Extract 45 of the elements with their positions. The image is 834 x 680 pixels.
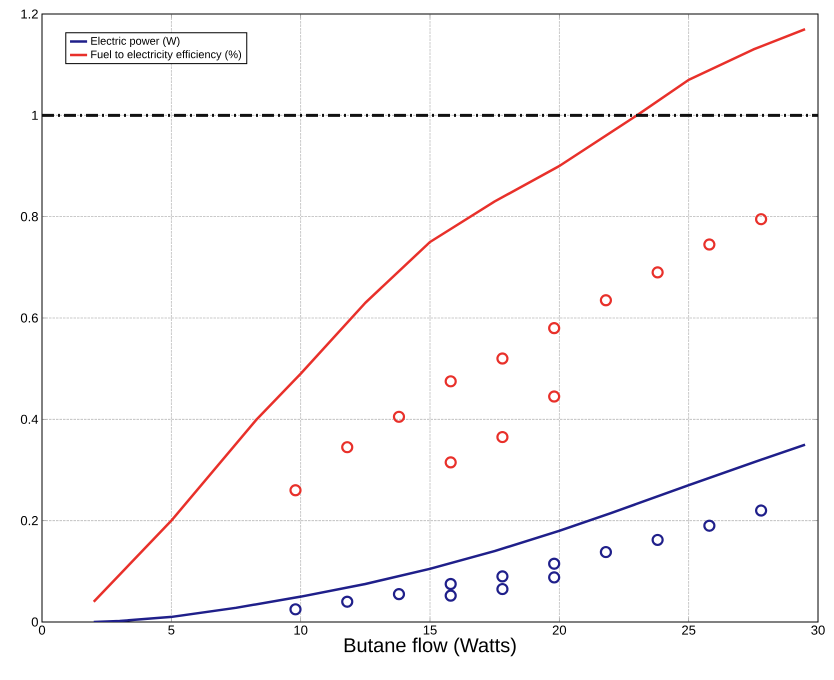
point: [444, 590, 457, 602]
y-tick-label: 0: [32, 617, 38, 627]
point: [496, 570, 509, 582]
point: [341, 596, 354, 608]
point: [444, 375, 457, 388]
legend-label: Fuel to electricity efficiency (%): [91, 50, 242, 60]
point: [392, 588, 406, 600]
x-tick-label: 20: [552, 626, 566, 635]
point: [444, 456, 457, 468]
point: [392, 410, 406, 423]
point: [496, 352, 509, 365]
point: [703, 520, 716, 532]
y-tick-label: 0.4: [20, 414, 38, 424]
point: [652, 266, 664, 278]
x-tick-label: 25: [682, 626, 696, 635]
point: [600, 546, 612, 558]
x-tick-label: 5: [168, 626, 174, 635]
x-tick-label: 0: [38, 626, 46, 635]
x-axis-title: Butane flow (Watts): [344, 638, 516, 656]
line-series: [92, 28, 806, 603]
point: [755, 213, 768, 226]
point: [444, 578, 457, 590]
point: [652, 534, 664, 546]
point: [755, 504, 768, 517]
y-tick-label: 1: [32, 110, 38, 120]
point: [496, 430, 509, 444]
y-tick-label: 0.8: [20, 212, 38, 222]
x-tick-label: 15: [424, 626, 437, 635]
point: [703, 238, 716, 251]
y-tick-label: 0.2: [20, 516, 38, 526]
x-tick-label: 10: [294, 626, 308, 635]
point: [548, 558, 560, 570]
point: [496, 582, 509, 596]
point: [289, 484, 302, 496]
line-series: [92, 443, 806, 622]
point: [548, 571, 560, 584]
y-tick-label: 1.2: [21, 9, 38, 19]
point: [548, 322, 560, 334]
point: [600, 294, 612, 306]
x-tick-label: 30: [811, 626, 825, 635]
point: [341, 441, 354, 454]
legend-label: Electric power (W): [91, 36, 180, 47]
point: [548, 390, 560, 403]
point: [289, 603, 302, 616]
y-tick-label: 0.6: [20, 313, 38, 323]
